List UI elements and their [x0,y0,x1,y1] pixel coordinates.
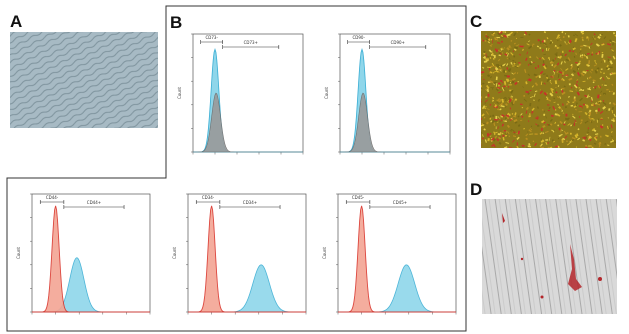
gate-label-left: CD90- [352,35,365,40]
y-axis-label: Count [172,247,177,259]
gate-label-right: CD44+ [87,200,101,205]
panel-a-label: A [10,12,23,31]
gate-label-left: CD73- [205,35,218,40]
panel-b-label: B [170,13,183,32]
gate-label-left: CD34- [202,195,215,200]
panel-a-micrograph [10,32,158,128]
y-axis-label: Count [322,247,327,259]
gate-label-left: CD45- [352,195,365,200]
histogram-top-right-plot: Count CD90- CD90+ [324,33,451,155]
gate-label-left: CD44- [46,195,59,200]
histogram-bottom-right-plot: Count CD45- CD45+ [322,193,457,315]
histogram-top-left: Count CD73- CD73+ [175,24,307,164]
panel-c-micrograph [481,31,616,148]
gate-label-right: CD45+ [393,200,407,205]
y-axis-label: Count [177,87,182,99]
histogram-top-left-plot: Count CD73- CD73+ [177,33,304,155]
gate-label-right: CD73+ [244,40,258,45]
panel-d-label: D [470,180,483,199]
isotype-histogram [188,205,306,313]
gate-label-right: CD90+ [391,40,405,45]
isotype-histogram [32,205,150,313]
y-axis-label: Count [16,247,21,259]
histogram-top-right: Count CD90- CD90+ [322,24,454,164]
histogram-bottom-left: Count CD44- CD44+ [14,184,154,324]
gate-label-right: CD34+ [243,200,257,205]
histogram-bottom-middle: Count CD34- CD34+ [170,184,310,324]
histogram-bottom-middle-plot: Count CD34- CD34+ [172,193,307,315]
panel-c-label: C [470,12,483,31]
control-histogram [193,92,303,153]
histogram-bottom-right: Count CD45- CD45+ [320,184,460,324]
control-histogram [340,92,450,153]
y-axis-label: Count [324,87,329,99]
isotype-histogram [338,205,456,313]
histogram-bottom-left-plot: Count CD44- CD44+ [16,193,151,315]
panel-d-micrograph [482,199,617,314]
